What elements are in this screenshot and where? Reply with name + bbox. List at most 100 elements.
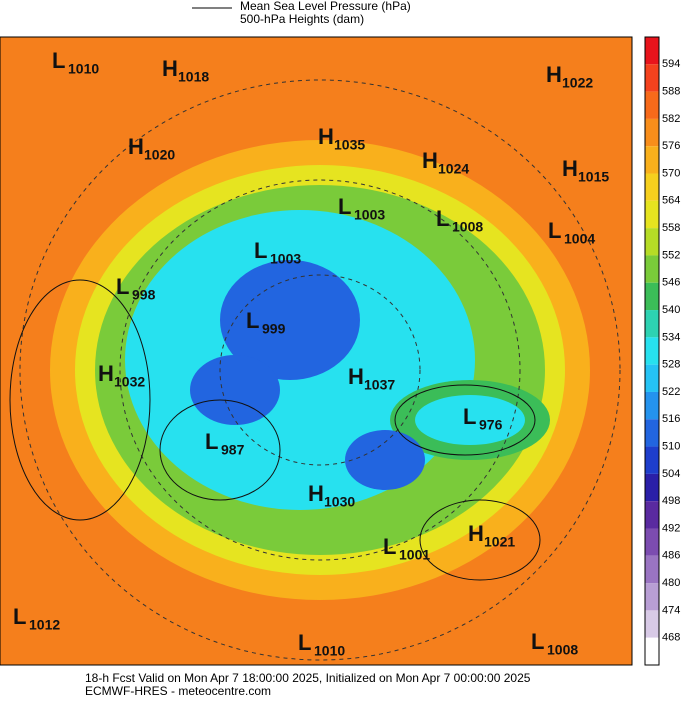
colorbar-swatch [645, 419, 659, 447]
height-zone [190, 355, 280, 425]
height-zone [345, 430, 425, 490]
center-pressure: 1035 [334, 137, 365, 153]
latitude-circle [219, 274, 421, 466]
colorbar-swatch [645, 228, 659, 256]
colorbar-swatch [645, 310, 659, 338]
colorbar-swatch [645, 637, 659, 665]
center-letter: H [98, 361, 114, 386]
colorbar-label: 564 [662, 195, 680, 207]
center-letter: H [318, 124, 334, 149]
height-zone [415, 395, 525, 445]
colorbar-swatch [645, 173, 659, 201]
center-pressure: 1020 [144, 147, 175, 163]
colorbar-label: 528 [662, 359, 680, 371]
colorbar-label: 510 [662, 440, 680, 452]
colorbar-label: 480 [662, 577, 680, 589]
center-pressure: 1030 [324, 494, 355, 510]
map [0, 36, 633, 666]
center-letter: H [348, 364, 364, 389]
isobar [159, 399, 281, 501]
center-pressure: 1022 [562, 75, 593, 91]
center-pressure: 1001 [399, 547, 430, 563]
center-pressure: 1032 [114, 374, 145, 390]
isobar [9, 279, 151, 521]
center-pressure: 998 [132, 287, 156, 303]
legend-text: Mean Sea Level Pressure (hPa) [240, 0, 411, 13]
latitude-circle [19, 79, 621, 661]
colorbar-label: 558 [662, 222, 680, 234]
colorbar-swatch [645, 200, 659, 229]
center-pressure: 1003 [270, 251, 301, 267]
center-pressure: 1008 [547, 642, 578, 658]
center-letter: L [531, 629, 544, 654]
colorbar-swatch [645, 337, 659, 365]
center-letter: H [162, 56, 178, 81]
colorbar-label: 540 [662, 304, 680, 316]
center-letter: L [383, 534, 396, 559]
colorbar-swatch [645, 282, 659, 311]
center-pressure: 1010 [314, 643, 345, 659]
center-pressure: 1037 [364, 377, 395, 393]
center-pressure: 1018 [178, 69, 209, 85]
colorbar-label: 534 [662, 331, 680, 343]
center-letter: L [246, 308, 259, 333]
colorbar-label: 474 [662, 604, 680, 616]
colorbar-label: 504 [662, 468, 680, 480]
colorbar-label: 468 [662, 632, 680, 644]
colorbar-swatch [645, 473, 659, 502]
colorbar-label: 588 [662, 86, 680, 98]
colorbar-swatch [645, 391, 659, 420]
colorbar-swatch [645, 528, 659, 556]
center-pressure: 1012 [29, 617, 60, 633]
colorbar-label: 486 [662, 550, 680, 562]
colorbar-label: 498 [662, 495, 680, 507]
center-pressure: 999 [262, 321, 286, 337]
colorbar-label: 570 [662, 167, 680, 179]
center-letter: L [52, 48, 65, 73]
legend-text: 500-hPa Heights (dam) [240, 12, 364, 26]
map-frame [0, 36, 633, 666]
center-letter: L [205, 429, 218, 454]
center-pressure: 1015 [578, 169, 609, 185]
colorbar-frame [644, 36, 660, 666]
isobar [394, 384, 536, 456]
colorbar-label: 492 [662, 522, 680, 534]
center-letter: L [254, 238, 267, 263]
center-letter: H [562, 156, 578, 181]
center-letter: H [546, 62, 562, 87]
colorbar-swatch [645, 118, 659, 147]
colorbar-swatch [645, 364, 659, 392]
colorbar-swatch [645, 446, 659, 474]
height-zone [220, 260, 360, 380]
center-pressure: 1004 [564, 231, 595, 247]
colorbar-swatch [645, 583, 659, 611]
center-letter: L [13, 604, 26, 629]
center-letter: L [298, 630, 311, 655]
center-pressure: 1003 [354, 207, 385, 223]
colorbar-label: 594 [662, 58, 680, 70]
center-pressure: 1024 [438, 161, 469, 177]
colorbar-label: 582 [662, 113, 680, 125]
colorbar-label: 552 [662, 249, 680, 261]
colorbar-label: 516 [662, 413, 680, 425]
isobar [419, 499, 541, 581]
center-letter: H [422, 148, 438, 173]
colorbar-swatch [645, 255, 659, 283]
center-letter: H [468, 521, 484, 546]
center-letter: L [338, 194, 351, 219]
center-pressure: 976 [479, 417, 503, 433]
colorbar-swatch [645, 501, 659, 529]
colorbar-swatch [645, 555, 659, 584]
colorbar-label: 576 [662, 140, 680, 152]
center-pressure: 1010 [68, 61, 99, 77]
center-letter: H [308, 481, 324, 506]
center-pressure: 987 [221, 442, 245, 458]
footer-text: 18-h Fcst Valid on Mon Apr 7 18:00:00 20… [85, 671, 531, 685]
colorbar-label: 546 [662, 277, 680, 289]
footer-text: ECMWF-HRES - meteocentre.com [85, 684, 271, 698]
colorbar-swatch [645, 146, 659, 174]
colorbar-swatch [645, 91, 659, 119]
center-letter: L [436, 206, 449, 231]
colorbar-swatch [645, 610, 659, 638]
